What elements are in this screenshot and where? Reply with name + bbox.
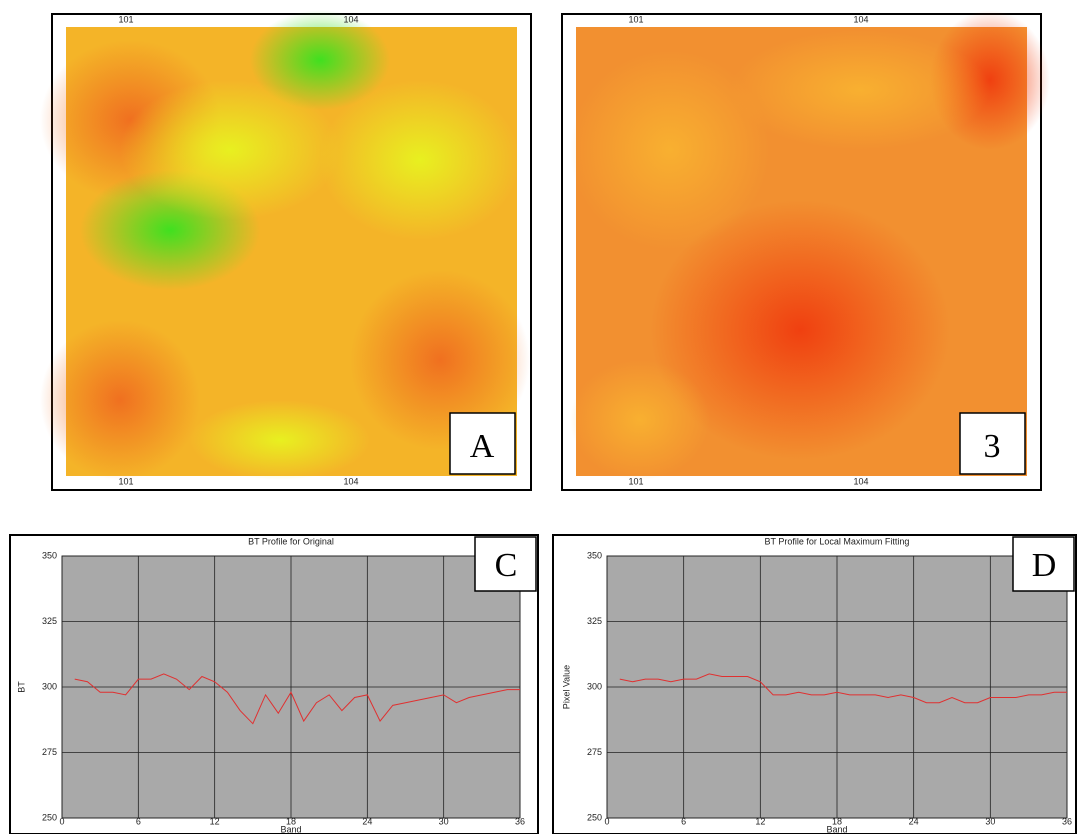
map-a <box>40 10 531 490</box>
y-tick-label: 300 <box>42 681 57 691</box>
y-tick-label: 325 <box>42 616 57 626</box>
map-tick-label: 104 <box>343 476 358 486</box>
map-tick-label: 104 <box>343 14 358 24</box>
y-tick-label: 300 <box>587 681 602 691</box>
panel-label: 3 <box>984 428 1001 465</box>
y-axis-label: BT <box>16 681 26 693</box>
y-tick-label: 325 <box>587 616 602 626</box>
map-tick-label: 104 <box>853 476 868 486</box>
figure: A 101 101 104 104 3 101 101 104 104 BT Profile for… <box>0 0 1077 834</box>
y-tick-label: 350 <box>42 550 57 560</box>
y-axis-label: Pixel Value <box>561 665 571 709</box>
y-tick-label: 275 <box>42 747 57 757</box>
map-b <box>562 10 1050 490</box>
chart-title: BT Profile for Local Maximum Fitting <box>765 536 910 546</box>
panel-label: A <box>470 428 495 465</box>
map-tick-label: 101 <box>118 14 133 24</box>
chart-title: BT Profile for Original <box>248 536 334 546</box>
y-tick-label: 250 <box>587 812 602 822</box>
map-tick-label: 101 <box>628 476 643 486</box>
map-tick-label: 101 <box>628 14 643 24</box>
y-tick-label: 275 <box>587 747 602 757</box>
panel-label: D <box>1032 547 1057 584</box>
y-tick-label: 350 <box>587 550 602 560</box>
map-tick-label: 104 <box>853 14 868 24</box>
panel-label: C <box>495 547 518 584</box>
y-tick-label: 250 <box>42 812 57 822</box>
map-tick-label: 101 <box>118 476 133 486</box>
